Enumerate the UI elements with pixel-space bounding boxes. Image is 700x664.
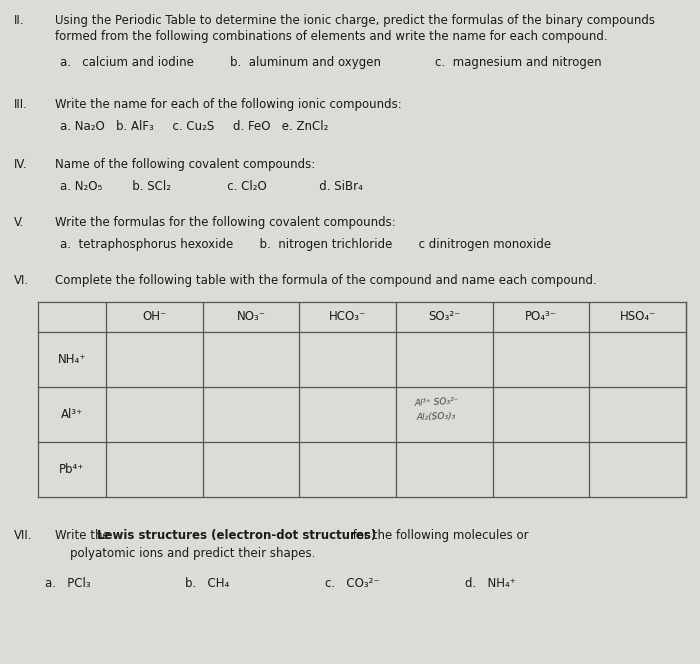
Text: formed from the following combinations of elements and write the name for each c: formed from the following combinations o…: [55, 30, 608, 43]
Text: Write the formulas for the following covalent compounds:: Write the formulas for the following cov…: [55, 216, 395, 229]
Text: VI.: VI.: [14, 274, 29, 287]
Text: NH₄⁺: NH₄⁺: [58, 353, 86, 366]
Text: Using the Periodic Table to determine the ionic charge, predict the formulas of : Using the Periodic Table to determine th…: [55, 14, 655, 27]
Text: for the following molecules or: for the following molecules or: [349, 529, 528, 542]
Text: Al³⁺ SO₃²⁻: Al³⁺ SO₃²⁻: [414, 397, 459, 408]
Text: OH⁻: OH⁻: [142, 311, 167, 323]
Text: b.   CH₄: b. CH₄: [185, 577, 230, 590]
Text: Al³⁺: Al³⁺: [61, 408, 83, 421]
Text: c.   CO₃²⁻: c. CO₃²⁻: [325, 577, 379, 590]
Text: a. N₂O₅        b. SCl₂               c. Cl₂O              d. SiBr₄: a. N₂O₅ b. SCl₂ c. Cl₂O d. SiBr₄: [60, 180, 363, 193]
Text: III.: III.: [14, 98, 28, 111]
Text: Pb⁴⁺: Pb⁴⁺: [60, 463, 85, 476]
Text: II.: II.: [14, 14, 24, 27]
Text: IV.: IV.: [14, 158, 27, 171]
Text: NO₃⁻: NO₃⁻: [237, 311, 265, 323]
Text: Write the: Write the: [55, 529, 113, 542]
Text: a.   PCl₃: a. PCl₃: [45, 577, 90, 590]
Text: SO₃²⁻: SO₃²⁻: [428, 311, 461, 323]
Text: Lewis structures (electron-dot structures): Lewis structures (electron-dot structure…: [97, 529, 377, 542]
Text: VII.: VII.: [14, 529, 32, 542]
Text: d.   NH₄⁺: d. NH₄⁺: [465, 577, 516, 590]
Text: a. Na₂O   b. AlF₃     c. Cu₂S     d. FeO   e. ZnCl₂: a. Na₂O b. AlF₃ c. Cu₂S d. FeO e. ZnCl₂: [60, 120, 328, 133]
Text: a.   calcium and iodine: a. calcium and iodine: [60, 56, 194, 69]
Text: HCO₃⁻: HCO₃⁻: [329, 311, 366, 323]
Text: Write the name for each of the following ionic compounds:: Write the name for each of the following…: [55, 98, 402, 111]
Text: V.: V.: [14, 216, 24, 229]
Text: polyatomic ions and predict their shapes.: polyatomic ions and predict their shapes…: [70, 547, 316, 560]
Text: HSO₄⁻: HSO₄⁻: [620, 311, 656, 323]
Text: b.  aluminum and oxygen: b. aluminum and oxygen: [230, 56, 381, 69]
Text: c.  magnesium and nitrogen: c. magnesium and nitrogen: [435, 56, 601, 69]
Text: a.  tetraphosphorus hexoxide       b.  nitrogen trichloride       c dinitrogen m: a. tetraphosphorus hexoxide b. nitrogen …: [60, 238, 551, 251]
Text: Al₂(SO₃)₃: Al₂(SO₃)₃: [416, 411, 456, 422]
Text: Name of the following covalent compounds:: Name of the following covalent compounds…: [55, 158, 315, 171]
Text: PO₄³⁻: PO₄³⁻: [525, 311, 557, 323]
Text: Complete the following table with the formula of the compound and name each comp: Complete the following table with the fo…: [55, 274, 596, 287]
